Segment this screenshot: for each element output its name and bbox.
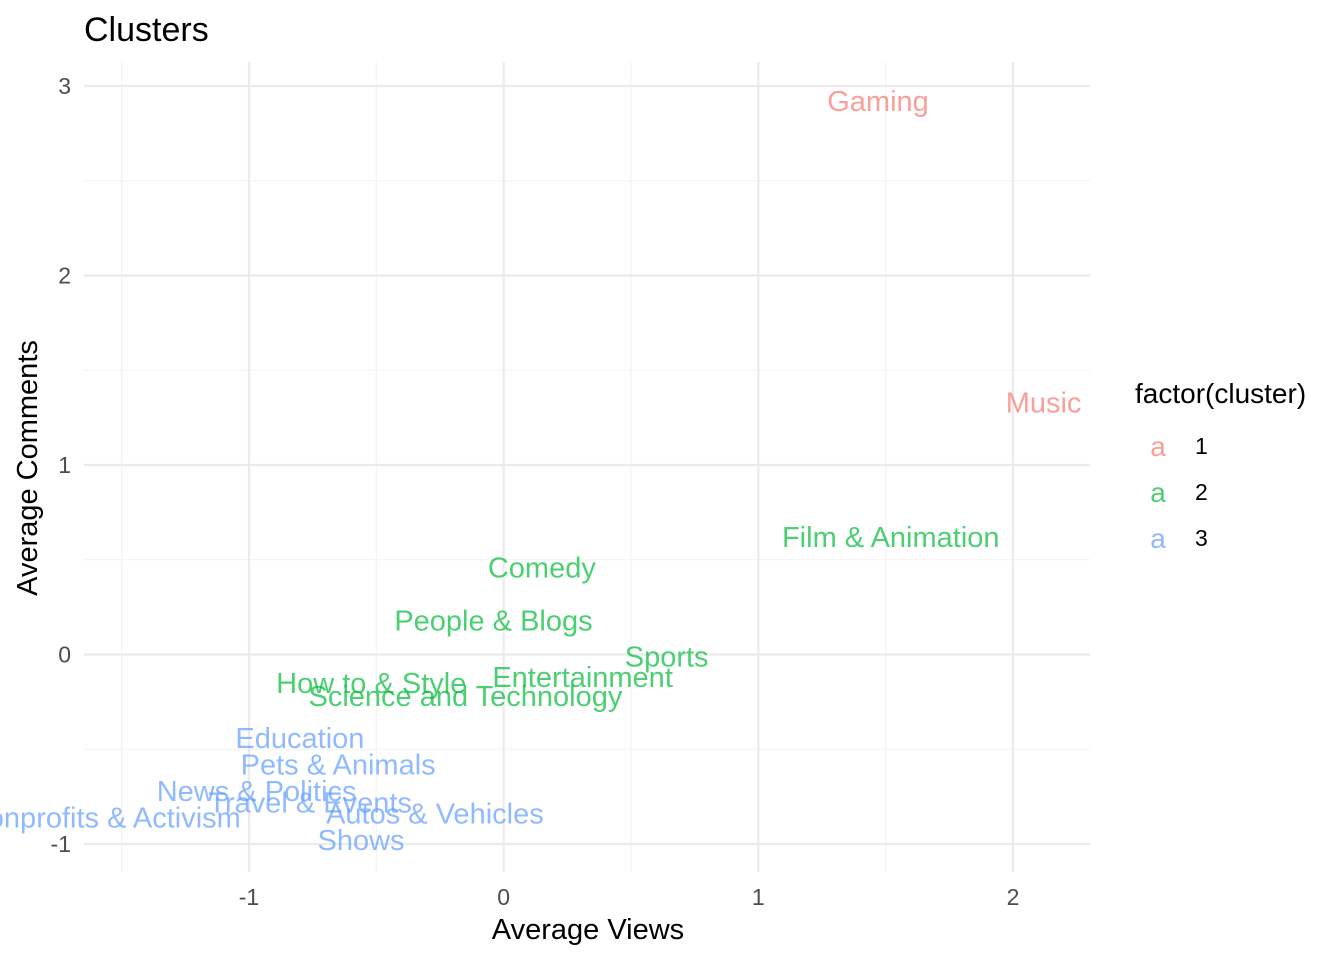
- point-label: Pets & Animals: [241, 749, 436, 781]
- y-tick-label: -1: [51, 831, 71, 857]
- point-label: How to & Style: [276, 668, 466, 700]
- legend-items: a 1 a 2 a 3: [1150, 431, 1208, 554]
- y-axis-title: Average Comments: [12, 340, 44, 596]
- y-tick-label: 2: [58, 263, 71, 289]
- legend-key-glyph: a: [1150, 477, 1166, 508]
- point-label: People & Blogs: [394, 605, 592, 637]
- legend-key-glyph: a: [1150, 431, 1166, 462]
- legend-item-label: 3: [1195, 525, 1208, 551]
- point-label: Gaming: [827, 86, 929, 118]
- point-label: News & Politics: [157, 776, 357, 808]
- point-label: Film & Animation: [782, 522, 1000, 554]
- point-label: Science and Technology: [309, 681, 623, 713]
- x-axis-title: Average Views: [492, 914, 684, 946]
- point-label: Autos & Vehicles: [326, 799, 544, 831]
- legend-key-glyph: a: [1150, 523, 1166, 554]
- y-tick-label: 1: [58, 452, 71, 478]
- point-label: Sports: [625, 641, 709, 673]
- legend: factor(cluster) a 1 a 2 a 3: [1135, 378, 1306, 554]
- point-label: Entertainment: [492, 662, 673, 694]
- legend-item-label: 1: [1195, 433, 1208, 459]
- point-label: Nonprofits & Activism: [0, 802, 241, 834]
- legend-title: factor(cluster): [1135, 378, 1306, 409]
- x-tick-label: 2: [1007, 884, 1020, 910]
- point-label: Shows: [318, 825, 405, 857]
- x-tick-label: 0: [497, 884, 510, 910]
- point-labels: Gaming Music Film & Animation Comedy People …: [0, 86, 1081, 857]
- chart-title: Clusters: [84, 11, 209, 49]
- point-label: Education: [235, 723, 364, 755]
- point-label: Travel & Events: [208, 787, 412, 819]
- x-tick-label: 1: [752, 884, 765, 910]
- grid-lines: [84, 62, 1090, 872]
- y-tick-label: 0: [58, 642, 71, 668]
- point-label: Comedy: [488, 552, 596, 584]
- legend-item-label: 2: [1195, 479, 1208, 505]
- x-tick-label: -1: [239, 884, 259, 910]
- point-label: Music: [1006, 387, 1082, 419]
- axis-tick-labels: -1 0 1 2 -1 0 1 2 3: [51, 73, 1020, 910]
- y-tick-label: 3: [58, 73, 71, 99]
